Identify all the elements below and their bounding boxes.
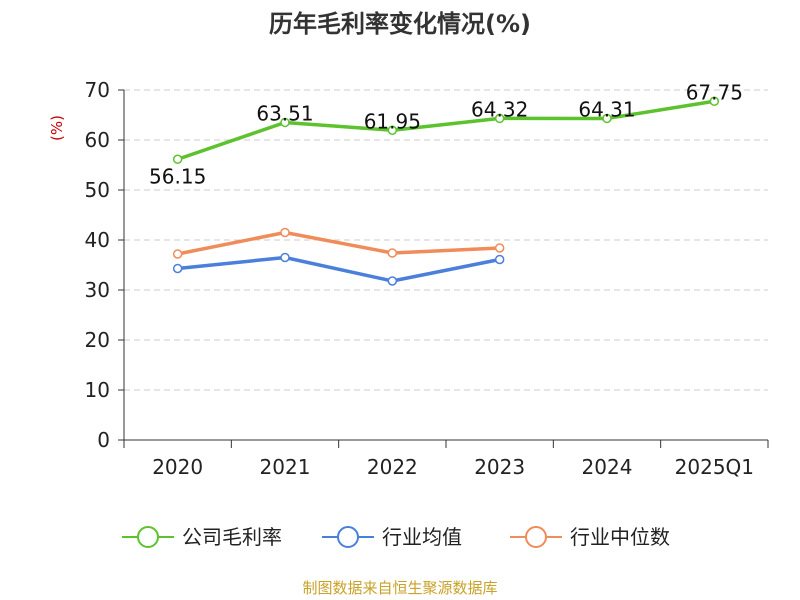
data-point (494, 254, 505, 265)
data-label: 64.31 (578, 97, 635, 121)
data-point (709, 96, 720, 106)
x-tick-label: 2020 (152, 455, 203, 479)
legend-label: 行业均值 (382, 525, 462, 549)
series-line (177, 99, 715, 161)
axes: 0 10 20 30 40 50 60 70 2020 2021 2022 2023 2024 2025Q… (85, 78, 769, 479)
data-point (387, 276, 398, 286)
x-tick-label: 2021 (260, 455, 311, 479)
x-tick-label: 2022 (367, 455, 418, 479)
data-point (494, 113, 505, 124)
data-label: 61.95 (364, 109, 421, 133)
data-point (602, 113, 612, 124)
series-line (177, 230, 500, 256)
y-tick-label: 40 (85, 228, 110, 252)
legend-marker (525, 526, 547, 548)
data-point (172, 263, 183, 274)
plot-area: 56.15 63.51 61.95 64.32 64.31 67.75 (149, 80, 743, 286)
data-label: 64.32 (471, 97, 528, 121)
y-tick-label: 60 (85, 128, 110, 152)
data-point (387, 248, 398, 258)
data-point (280, 117, 290, 128)
data-label: 56.15 (149, 164, 206, 188)
legend-label: 公司毛利率 (182, 525, 282, 549)
data-point (387, 125, 398, 135)
data-label: 63.51 (256, 101, 313, 125)
x-tick-label: 2025Q1 (675, 455, 754, 479)
y-axis-unit: (%) (48, 115, 66, 141)
x-tick-label: 2023 (474, 455, 525, 479)
legend-marker (137, 526, 159, 548)
data-point (494, 243, 505, 253)
data-point (280, 252, 290, 263)
legend: 公司毛利率 行业均值 行业中位数 (122, 525, 670, 549)
data-point (280, 227, 290, 238)
y-tick-label: 50 (85, 178, 110, 202)
y-tick-label: 20 (85, 328, 110, 352)
source-note: 制图数据来自恒生聚源数据库 (302, 579, 497, 597)
grid (124, 89, 768, 391)
y-tick-label: 10 (85, 378, 110, 402)
data-point (172, 249, 183, 259)
legend-label: 行业中位数 (570, 525, 670, 549)
y-tick-label: 70 (85, 78, 110, 102)
data-label: 67.75 (686, 80, 743, 104)
x-tick-label: 2024 (582, 455, 633, 479)
y-tick-label: 0 (97, 428, 110, 452)
chart-title: 历年毛利率变化情况(%) (269, 10, 531, 38)
data-point (172, 154, 183, 164)
legend-marker (337, 526, 359, 548)
series-line (177, 255, 501, 283)
y-tick-label: 30 (85, 278, 110, 302)
